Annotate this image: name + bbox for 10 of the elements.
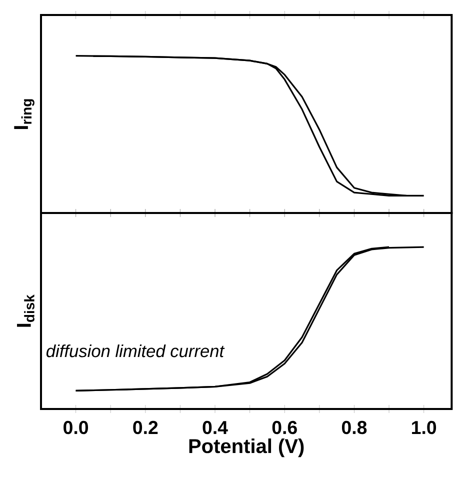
annotation: diffusion limited current (46, 344, 225, 358)
x-tick-label: 0.0 (64, 420, 88, 434)
y-axis-title: I$_{disk}$ (16, 294, 34, 327)
x-tick-label: 1.0 (412, 420, 436, 434)
x-tick-label: 0.8 (342, 420, 367, 434)
y-axis-title: I$_{ring}$ (14, 99, 34, 129)
x-tick-label: 0.2 (133, 420, 158, 434)
x-tick-label: 0.6 (272, 420, 297, 434)
x-tick-label: 0.4 (202, 420, 228, 434)
x-axis-title: Potential (V) (189, 438, 304, 458)
